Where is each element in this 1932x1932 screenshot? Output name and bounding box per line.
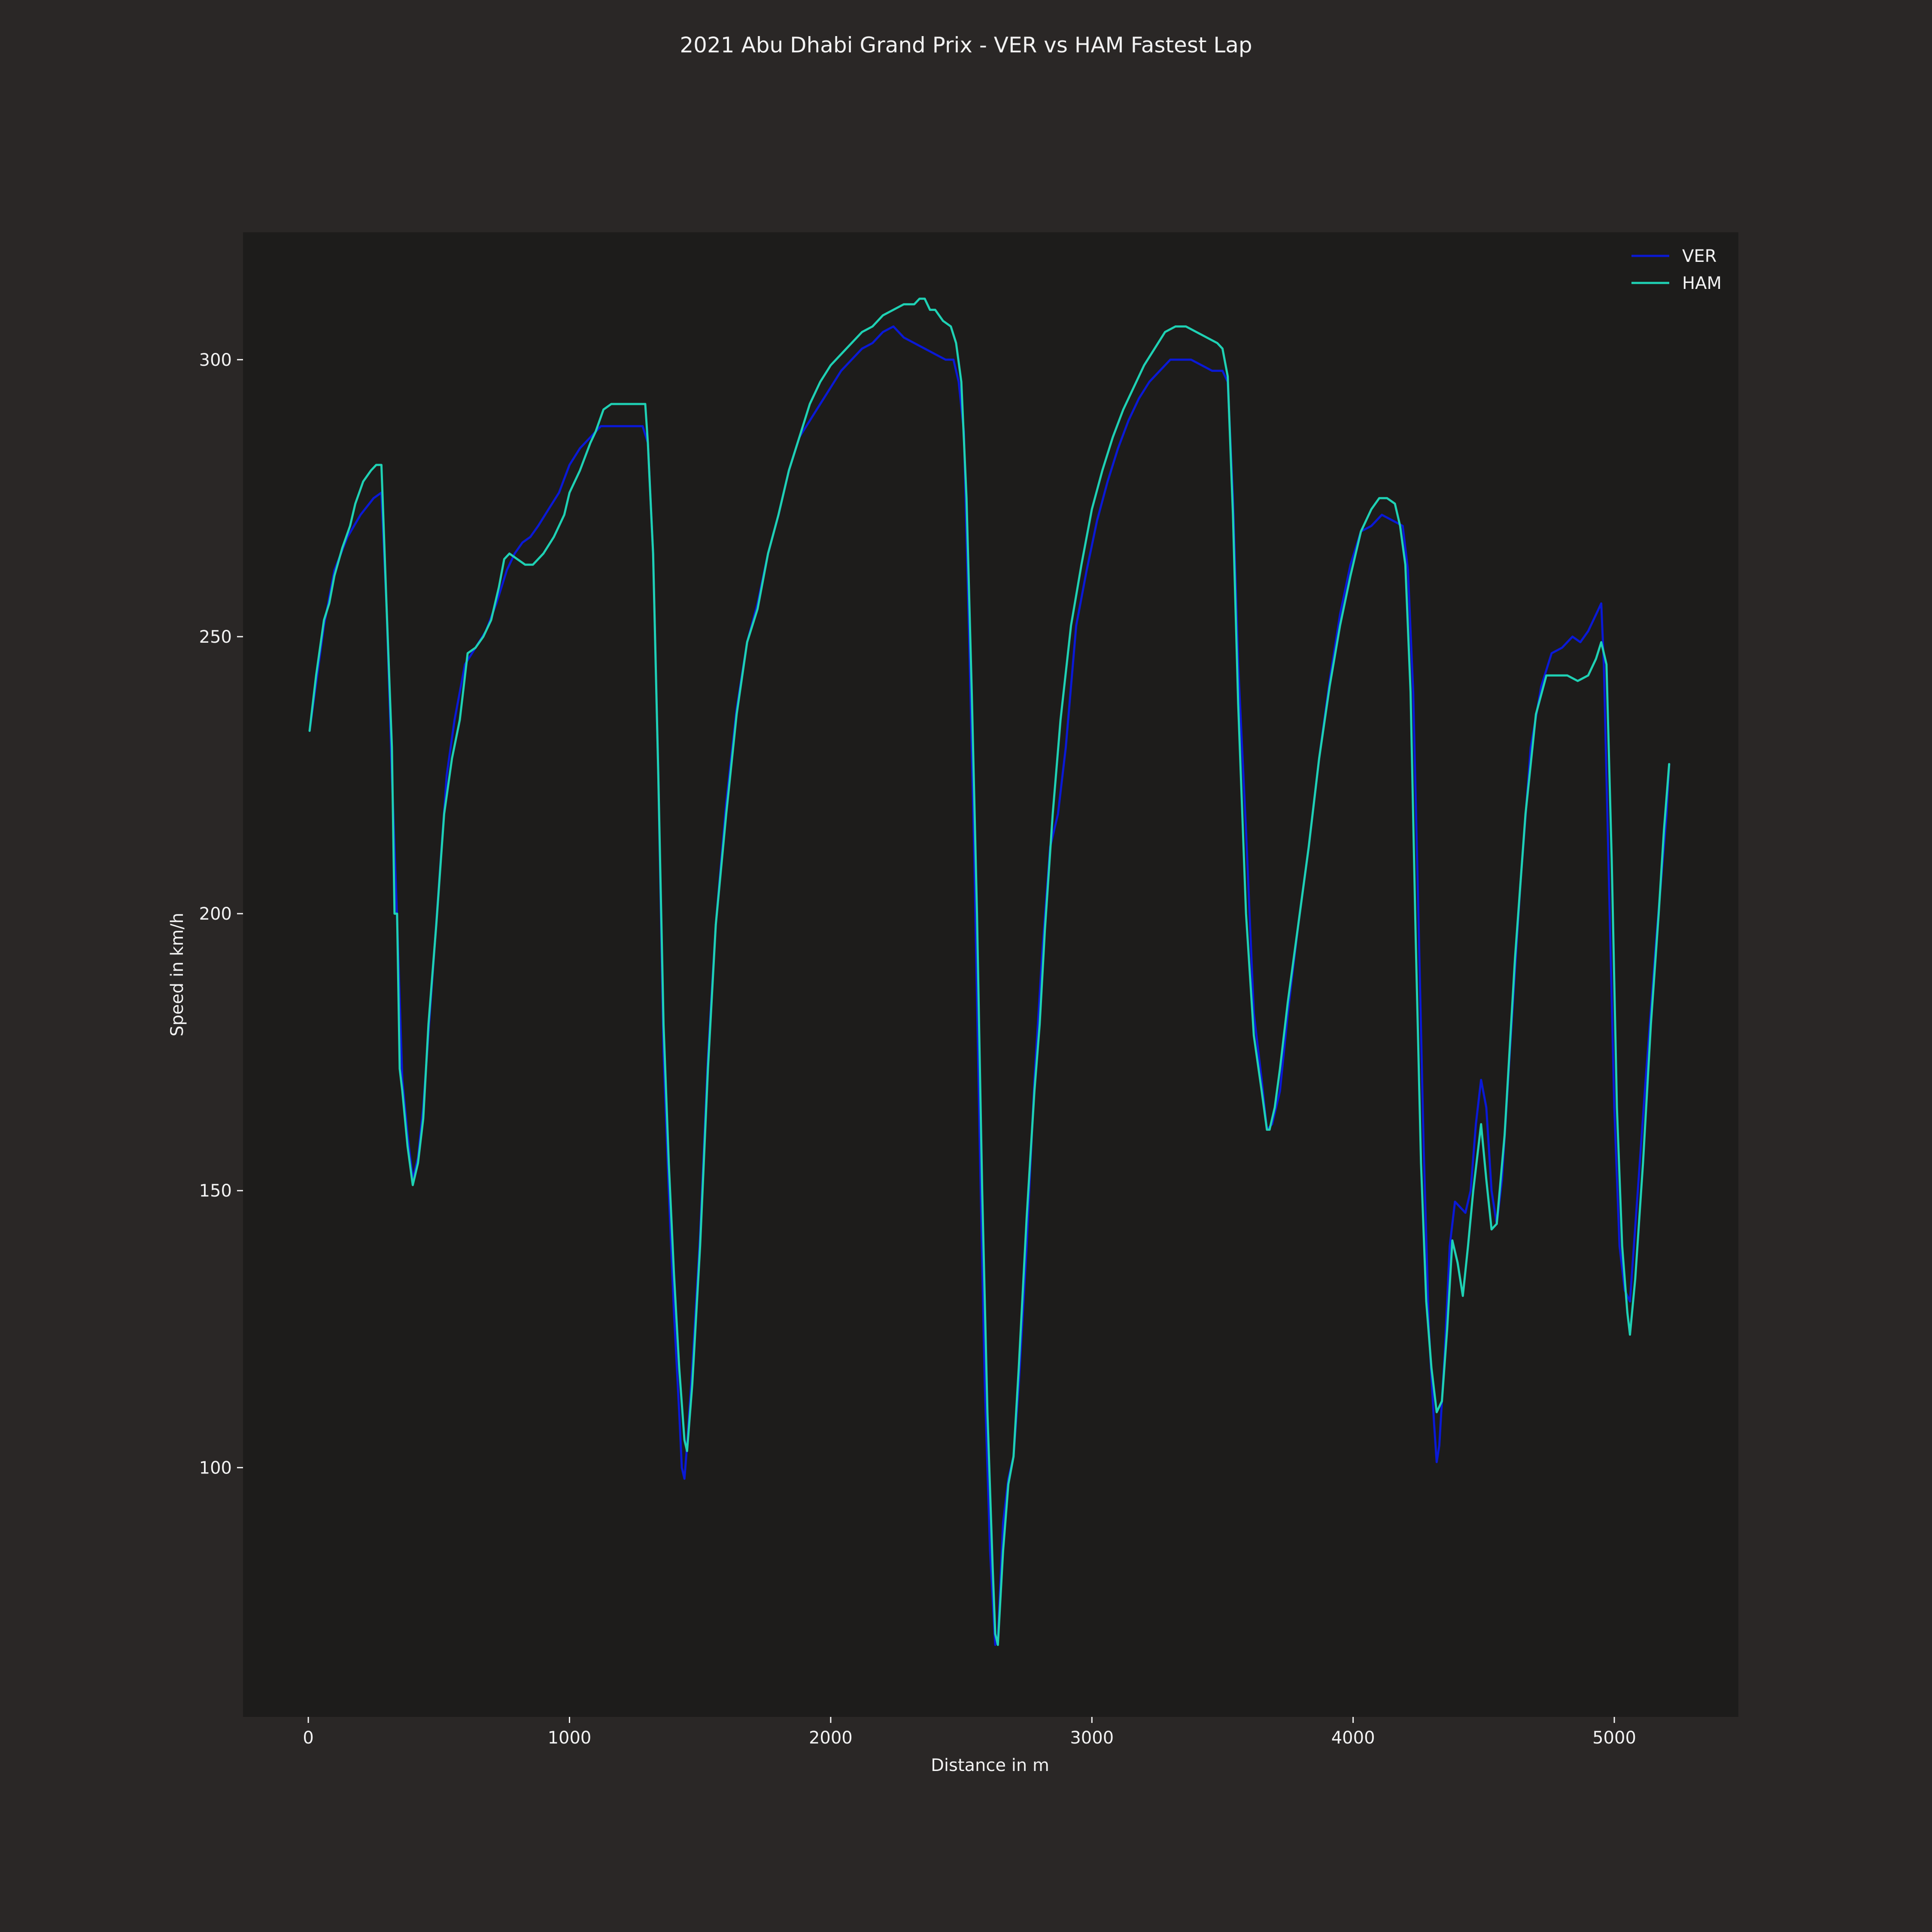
axis-ticks: 0 1000 2000 3000 4000 5000 100 150 200 250 300 xyxy=(199,350,1636,1748)
y-tick-label: 100 xyxy=(199,1458,232,1478)
series-line-ham xyxy=(308,298,1671,1646)
y-tick-label: 150 xyxy=(199,1181,232,1201)
y-tick-label: 250 xyxy=(199,627,232,647)
x-tick-label: 1000 xyxy=(548,1728,592,1748)
legend-label-ham: HAM xyxy=(1682,273,1722,293)
x-tick-label: 2000 xyxy=(809,1728,853,1748)
y-tick-label: 300 xyxy=(199,350,232,370)
x-tick-label: 5000 xyxy=(1592,1728,1636,1748)
legend-label-ver: VER xyxy=(1682,246,1716,266)
chart-title: 2021 Abu Dhabi Grand Prix - VER vs HAM F… xyxy=(680,33,1252,58)
x-tick-label: 0 xyxy=(303,1728,313,1748)
y-axis-label: Speed in km/h xyxy=(167,913,187,1036)
x-tick-label: 4000 xyxy=(1331,1728,1375,1748)
legend: VER HAM xyxy=(1631,246,1722,293)
x-axis-label: Distance in m xyxy=(931,1756,1049,1775)
plot-area xyxy=(243,232,1738,1717)
y-tick-label: 200 xyxy=(199,904,232,924)
x-tick-label: 3000 xyxy=(1070,1728,1114,1748)
series-lines xyxy=(308,298,1671,1646)
